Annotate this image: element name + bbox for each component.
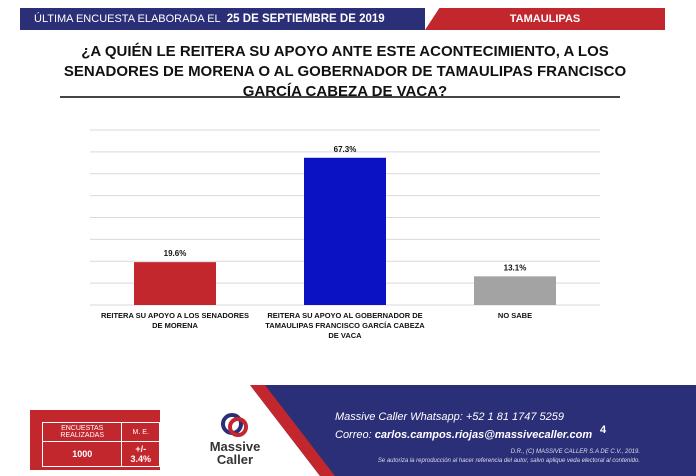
stats-head: M. E.	[121, 422, 160, 442]
header-date: 25 DE SEPTIEMBRE DE 2019	[226, 13, 385, 25]
chart: 19.6% 67.3% 13.1%	[90, 129, 600, 306]
notice: Se autoriza la reproducción al hacer ref…	[377, 458, 640, 464]
stats-head: ENCUESTAS REALIZADAS	[41, 422, 123, 442]
footer-band	[250, 385, 696, 476]
x-tick-label: REITERA SU APOYO AL GOBERNADOR DE TAMAUL…	[265, 311, 425, 340]
header-bar: ÚLTIMA ENCUESTA ELABORADA EL 25 DE SEPTI…	[20, 8, 425, 30]
logo-text: Massive	[209, 439, 261, 454]
contact: Massive Caller Whatsapp: +52 1 81 1747 5…	[335, 408, 592, 444]
stats-box: ENCUESTAS REALIZADAS M. E. 1000 +/- 3.4%	[30, 410, 160, 470]
header-lead: ÚLTIMA ENCUESTA ELABORADA EL	[34, 13, 221, 25]
header-state: TAMAULIPAS	[425, 8, 665, 30]
page-number: 4	[600, 424, 607, 436]
email-label: Correo:	[335, 429, 372, 441]
bar	[304, 157, 386, 305]
value-label: 19.6%	[164, 249, 187, 258]
bar	[474, 276, 556, 305]
stats-table: ENCUESTAS REALIZADAS M. E. 1000 +/- 3.4%	[41, 422, 160, 467]
value-label: 67.3%	[334, 145, 357, 154]
rights: D.R., (C) MASSIVE CALLER S.A DE C.V., 20…	[510, 449, 640, 455]
title-rule	[60, 96, 620, 98]
stats-value: +/- 3.4%	[121, 441, 160, 467]
whatsapp: Massive Caller Whatsapp: +52 1 81 1747 5…	[335, 411, 565, 423]
stats-value: 1000	[41, 441, 123, 467]
value-label: 13.1%	[504, 263, 527, 272]
x-tick-label: NO SABE	[497, 311, 533, 320]
legal: D.R., (C) MASSIVE CALLER S.A DE C.V., 20…	[330, 448, 640, 466]
email: carlos.campos.riojas@massivecaller.com	[374, 429, 593, 441]
chart-title: ¿A QUIÉN LE REITERA SU APOYO ANTE ESTE A…	[63, 43, 627, 100]
logo-icon	[221, 413, 248, 437]
bar	[134, 262, 216, 305]
logo: Massive Caller	[205, 412, 265, 466]
logo-text: Caller	[216, 452, 254, 467]
x-tick-label: REITERA SU APOYO A LOS SENADORES DE MORE…	[100, 311, 250, 330]
